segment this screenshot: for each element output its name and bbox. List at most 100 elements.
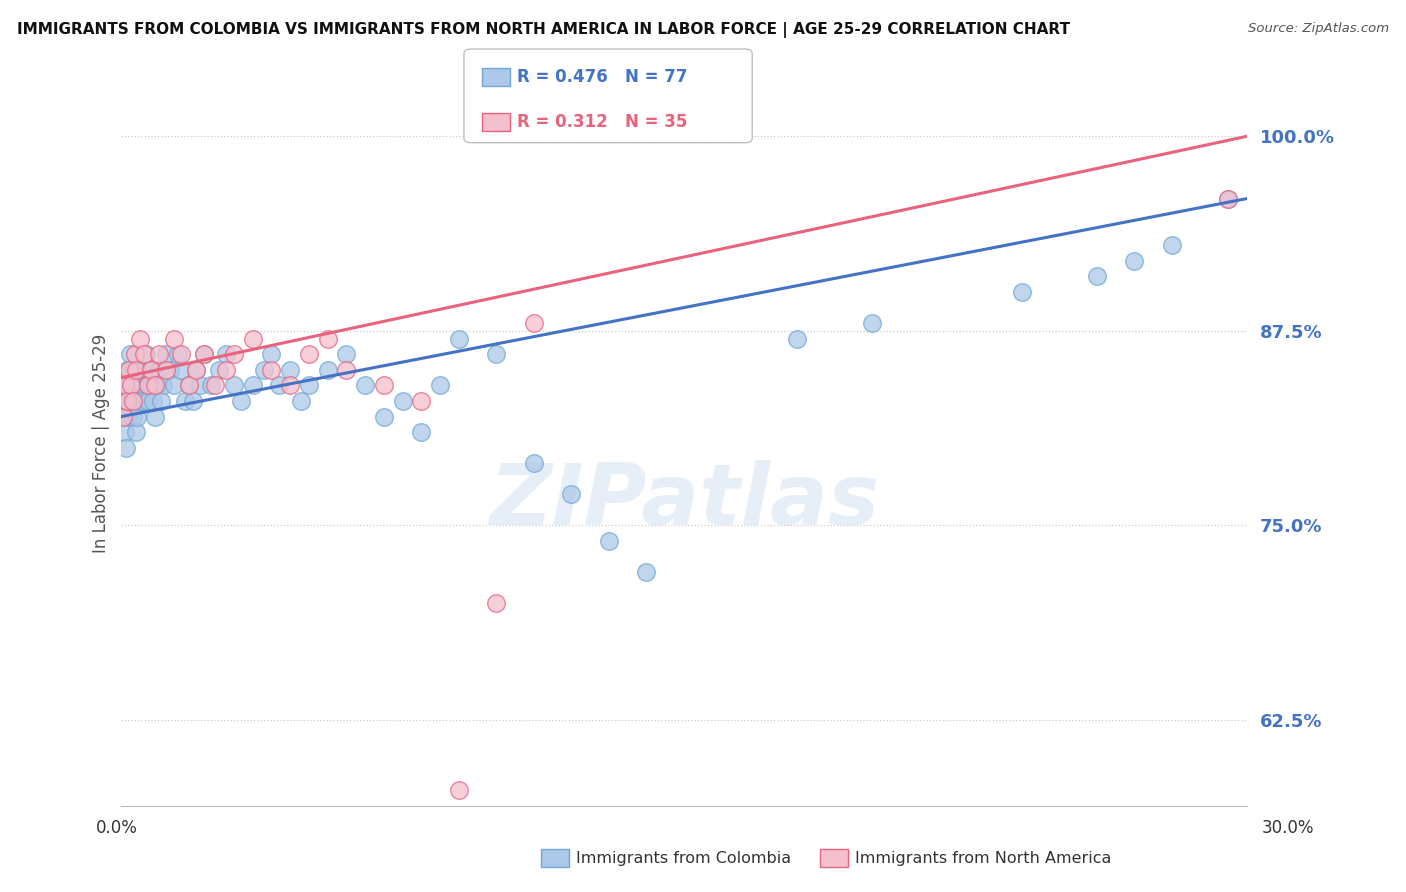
Point xyxy=(121,394,143,409)
Point xyxy=(373,409,395,424)
Point xyxy=(117,378,139,392)
Point xyxy=(485,347,508,361)
Point xyxy=(222,378,245,392)
Point xyxy=(115,394,138,409)
Point xyxy=(598,534,620,549)
Point xyxy=(181,394,204,409)
Point xyxy=(163,332,186,346)
Text: 0.0%: 0.0% xyxy=(96,819,138,837)
Point xyxy=(155,347,177,361)
Point xyxy=(860,316,883,330)
Point xyxy=(447,783,470,797)
Text: ZIPatlas: ZIPatlas xyxy=(489,460,879,543)
Text: Source: ZipAtlas.com: Source: ZipAtlas.com xyxy=(1249,22,1389,36)
Point xyxy=(129,363,152,377)
Point xyxy=(148,363,170,377)
Point xyxy=(290,394,312,409)
Point xyxy=(1085,269,1108,284)
Point xyxy=(215,363,238,377)
Point xyxy=(335,347,357,361)
Point xyxy=(136,394,159,409)
Point xyxy=(260,347,283,361)
Point xyxy=(242,332,264,346)
Point xyxy=(135,347,157,361)
Point xyxy=(177,378,200,392)
Point xyxy=(335,363,357,377)
Point xyxy=(260,363,283,377)
Point xyxy=(128,394,150,409)
Point xyxy=(208,363,231,377)
Point xyxy=(141,378,163,392)
Point xyxy=(200,378,222,392)
Point xyxy=(636,565,658,579)
Point xyxy=(129,332,152,346)
Point xyxy=(411,394,433,409)
Point xyxy=(148,347,170,361)
Point xyxy=(114,425,136,439)
Text: R = 0.312   N = 35: R = 0.312 N = 35 xyxy=(517,113,688,131)
Point xyxy=(121,363,143,377)
Point xyxy=(141,363,163,377)
Point xyxy=(132,347,155,361)
Point xyxy=(316,332,339,346)
Point xyxy=(115,441,138,455)
Point xyxy=(278,378,301,392)
Point xyxy=(121,394,143,409)
Point xyxy=(118,347,141,361)
Point xyxy=(786,332,808,346)
Point xyxy=(120,378,142,392)
Point xyxy=(127,378,149,392)
Point xyxy=(242,378,264,392)
Point xyxy=(142,394,165,409)
Point xyxy=(523,316,546,330)
Point xyxy=(124,347,146,361)
Point xyxy=(114,378,136,392)
Point xyxy=(159,363,181,377)
Point xyxy=(298,347,321,361)
Point xyxy=(125,425,148,439)
Point xyxy=(163,378,186,392)
Point xyxy=(447,332,470,346)
Point xyxy=(166,347,188,361)
Point xyxy=(118,363,141,377)
Point xyxy=(253,363,276,377)
Point xyxy=(222,347,245,361)
Text: 30.0%: 30.0% xyxy=(1263,819,1315,837)
Text: R = 0.476   N = 77: R = 0.476 N = 77 xyxy=(517,68,688,86)
Point xyxy=(124,378,146,392)
Text: Immigrants from Colombia: Immigrants from Colombia xyxy=(576,851,792,865)
Point xyxy=(115,363,138,377)
Point xyxy=(120,378,142,392)
Point xyxy=(1216,192,1239,206)
Point xyxy=(188,378,211,392)
Point xyxy=(114,394,136,409)
Point xyxy=(1160,238,1182,252)
Point xyxy=(138,363,160,377)
Point xyxy=(136,378,159,392)
Text: IMMIGRANTS FROM COLOMBIA VS IMMIGRANTS FROM NORTH AMERICA IN LABOR FORCE | AGE 2: IMMIGRANTS FROM COLOMBIA VS IMMIGRANTS F… xyxy=(17,22,1070,38)
Point xyxy=(193,347,215,361)
Point xyxy=(186,363,208,377)
Point xyxy=(127,409,149,424)
Point xyxy=(278,363,301,377)
Point xyxy=(143,378,166,392)
Point xyxy=(231,394,253,409)
Point xyxy=(125,363,148,377)
Point xyxy=(1216,192,1239,206)
Point xyxy=(298,378,321,392)
Point xyxy=(117,394,139,409)
Point xyxy=(1011,285,1033,299)
Point xyxy=(411,425,433,439)
Point xyxy=(125,394,148,409)
Point xyxy=(170,363,193,377)
Point xyxy=(316,363,339,377)
Point xyxy=(122,409,145,424)
Point xyxy=(215,347,238,361)
Point xyxy=(354,378,377,392)
Point xyxy=(1123,253,1146,268)
Point xyxy=(143,409,166,424)
Point xyxy=(112,409,135,424)
Point xyxy=(152,378,174,392)
Point xyxy=(174,394,197,409)
Point xyxy=(186,363,208,377)
